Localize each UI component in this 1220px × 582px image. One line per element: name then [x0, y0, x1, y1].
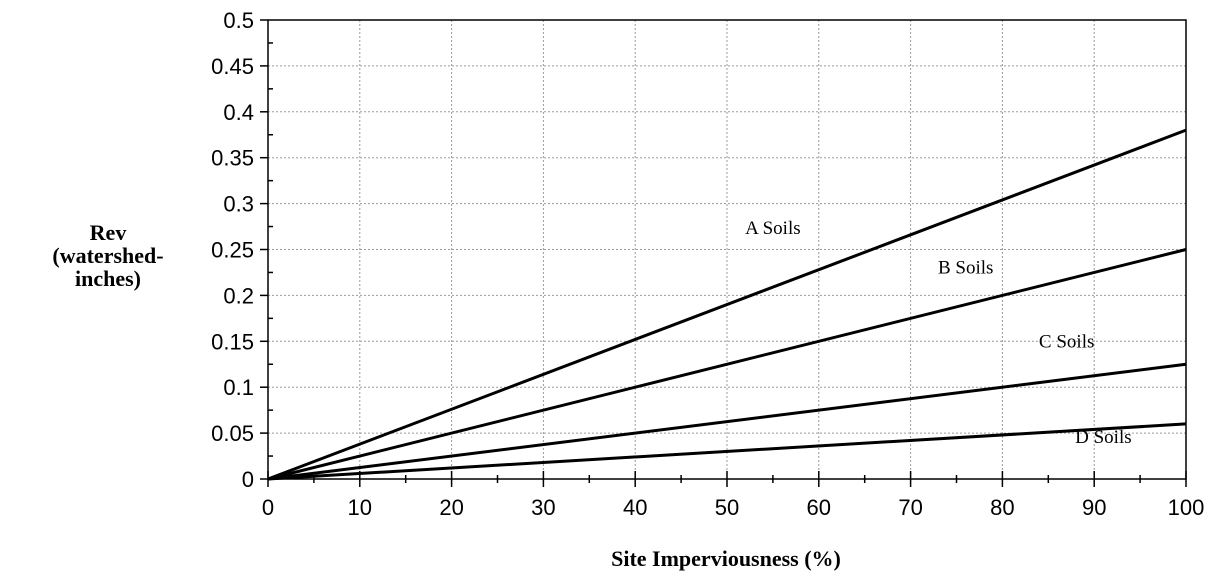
y-tick-label: 0.05 [211, 421, 254, 446]
x-tick-label: 10 [348, 495, 372, 520]
x-tick-label: 60 [807, 495, 831, 520]
y-tick-label: 0.1 [223, 375, 254, 400]
x-tick-label: 70 [898, 495, 922, 520]
y-tick-label: 0.5 [223, 8, 254, 33]
series-line [267, 422, 1187, 481]
x-axis-tick-labels: 0 10 20 30 40 50 60 70 80 90 100 [262, 495, 1204, 520]
series-labels: A Soils B Soils C Soils D Soils [745, 218, 1131, 448]
y-tick-label: 0.15 [211, 329, 254, 354]
grid [268, 20, 1186, 479]
y-tick-label: 0.25 [211, 238, 254, 263]
x-tick-label: 20 [439, 495, 463, 520]
series-label: A Soils [745, 218, 800, 239]
y-tick-label: 0.2 [223, 283, 254, 308]
y-tick-label: 0.45 [211, 54, 254, 79]
y-axis-title-line-1: Rev [90, 220, 127, 245]
x-axis-title: Site Imperviousness (%) [611, 546, 841, 571]
x-tick-label: 0 [262, 495, 274, 520]
axis-ticks [260, 19, 1187, 487]
series-label: B Soils [938, 257, 993, 278]
y-tick-label: 0.35 [211, 146, 254, 171]
series-line [267, 248, 1187, 481]
x-tick-label: 100 [1168, 495, 1205, 520]
x-tick-label: 50 [715, 495, 739, 520]
y-axis-tick-labels: 0 0.05 0.1 0.15 0.2 0.25 0.3 0.35 0.4 0.45 0.5 [211, 8, 254, 492]
y-axis-title-line-2: (watershed- [52, 243, 163, 268]
series-label: D Soils [1075, 427, 1132, 448]
y-tick-label: 0.3 [223, 192, 254, 217]
y-tick-label: 0.4 [223, 100, 254, 125]
x-tick-label: 80 [990, 495, 1014, 520]
y-tick-label: 0 [242, 467, 254, 492]
x-tick-label: 40 [623, 495, 647, 520]
series-lines [267, 128, 1187, 481]
series-line [267, 128, 1187, 481]
x-tick-label: 30 [531, 495, 555, 520]
y-axis-title-line-3: inches) [75, 266, 141, 291]
x-tick-label: 90 [1082, 495, 1106, 520]
series-line [267, 362, 1187, 481]
series-label: C Soils [1039, 332, 1094, 353]
